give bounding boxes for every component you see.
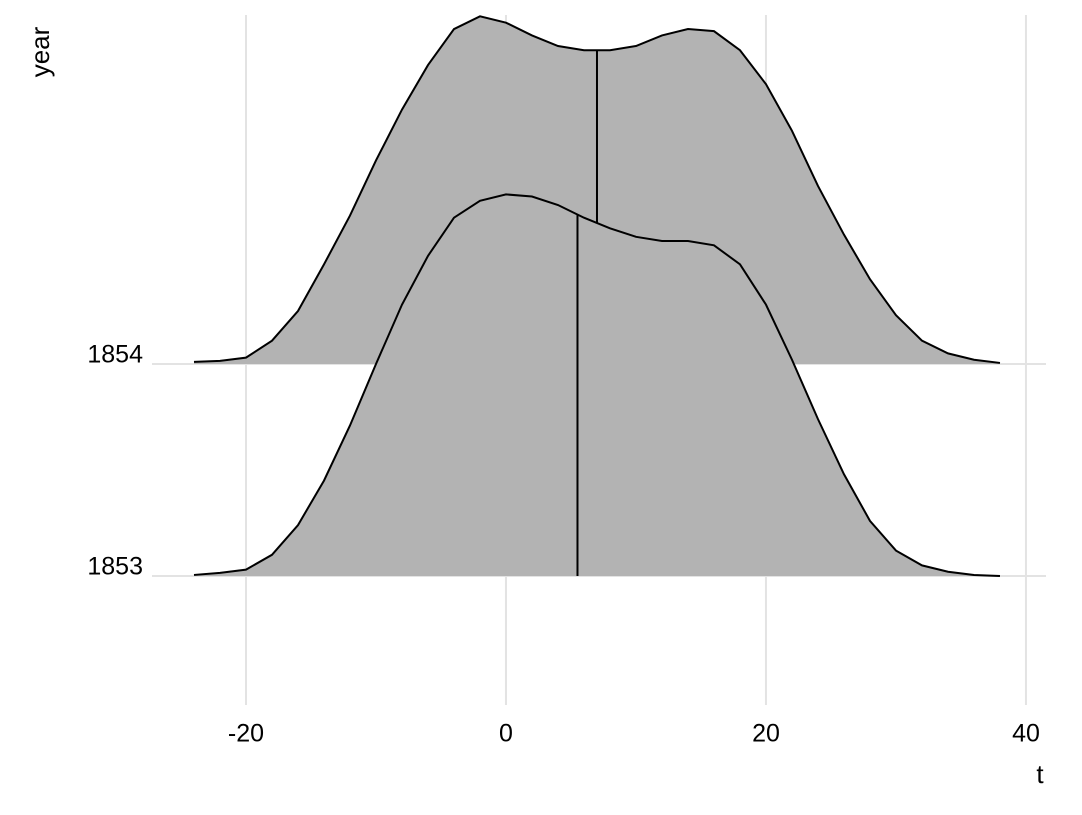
y-tick-label: 1853 [87, 553, 143, 581]
ridge-line [193, 193, 1001, 577]
x-tick-label: 40 [1012, 720, 1040, 748]
x-axis-label: t [1036, 759, 1044, 789]
y-axis-label: year [25, 26, 55, 77]
x-tick-label: -20 [228, 720, 264, 748]
x-tick-label: 0 [499, 720, 513, 748]
y-tick-label: 1854 [87, 341, 143, 369]
ridge-area [193, 194, 1000, 576]
x-tick-label: 20 [752, 720, 780, 748]
